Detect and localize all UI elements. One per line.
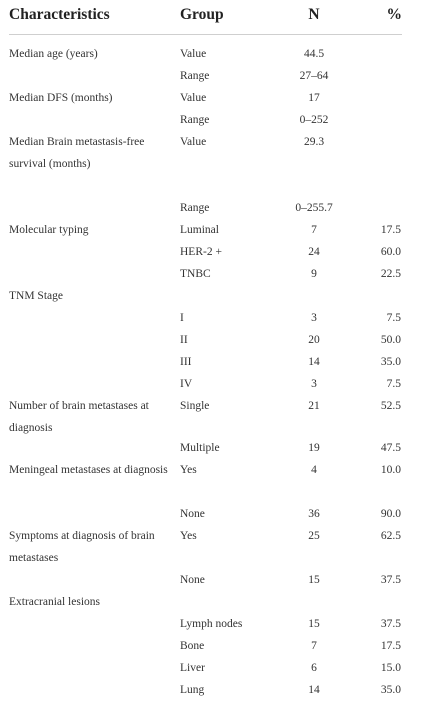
header-n: N — [308, 6, 320, 23]
group-cell: Range — [180, 202, 210, 214]
n-cell: 24 — [308, 246, 320, 258]
percent-cell: 62.5 — [380, 530, 401, 542]
percent-cell: 35.0 — [380, 356, 401, 368]
group-cell: II — [180, 334, 188, 346]
n-cell: 44.5 — [303, 48, 325, 60]
group-cell: Yes — [180, 530, 197, 542]
percent-cell: 37.5 — [380, 574, 401, 586]
characteristic-cell: Symptoms at diagnosis of brain metastase… — [9, 530, 155, 564]
header-characteristics: Characteristics — [9, 6, 110, 23]
percent-cell: 17.5 — [380, 224, 401, 236]
n-cell: 7 — [311, 224, 317, 236]
n-cell: 14 — [308, 684, 320, 696]
group-cell: Yes — [180, 464, 197, 476]
characteristic-cell: Molecular typing — [9, 224, 89, 236]
percent-cell: 35.0 — [380, 684, 401, 696]
group-cell: TNBC — [180, 268, 211, 280]
group-cell: IV — [180, 378, 193, 390]
percent-cell: 15.0 — [380, 662, 401, 674]
n-cell: 25 — [308, 530, 320, 542]
percent-cell: 17.5 — [380, 640, 401, 652]
n-cell: 17 — [308, 92, 320, 104]
n-cell: 3 — [311, 378, 317, 390]
percent-cell: 52.5 — [380, 400, 401, 412]
n-cell: 3 — [311, 312, 317, 324]
n-cell: 20 — [308, 334, 320, 346]
n-cell: 6 — [311, 662, 317, 674]
group-cell: Lung — [180, 684, 205, 696]
percent-cell: 7.5 — [386, 378, 401, 390]
n-cell: 0–252 — [299, 114, 329, 126]
group-cell: Liver — [180, 662, 205, 674]
percent-cell: 37.5 — [380, 618, 401, 630]
n-cell: 21 — [308, 400, 320, 412]
characteristic-cell: Median age (years) — [9, 48, 98, 60]
group-cell: Multiple — [180, 442, 220, 454]
n-cell: 14 — [308, 356, 320, 368]
group-cell: HER-2 + — [180, 246, 222, 258]
n-cell: 4 — [311, 464, 317, 476]
group-cell: Single — [180, 400, 210, 412]
n-cell: 15 — [308, 618, 320, 630]
group-cell: Luminal — [180, 224, 219, 236]
group-cell: None — [180, 574, 205, 586]
group-cell: I — [180, 312, 184, 324]
characteristic-cell: Meningeal metastases at diagnosis — [9, 464, 168, 476]
n-cell: 36 — [308, 508, 320, 520]
characteristic-cell: Median Brain metastasis-free survival (m… — [9, 136, 145, 170]
header-percent: % — [386, 6, 403, 23]
n-cell: 7 — [311, 640, 317, 652]
group-cell: Value — [180, 48, 207, 60]
characteristic-cell: Extracranial lesions — [9, 596, 101, 608]
table-header: Characteristics Group N % — [0, 0, 421, 36]
characteristic-cell: Number of brain metastases at diagnosis — [9, 400, 149, 434]
percent-cell: 22.5 — [380, 268, 401, 280]
header-group: Group — [180, 6, 224, 23]
percent-cell: 10.0 — [380, 464, 401, 476]
percent-cell: 50.0 — [380, 334, 401, 346]
n-cell: 15 — [308, 574, 320, 586]
percent-cell: 47.5 — [380, 442, 401, 454]
characteristic-cell: Median DFS (months) — [9, 92, 113, 104]
characteristic-cell: TNM Stage — [9, 290, 63, 302]
group-cell: III — [180, 356, 192, 368]
percent-cell: 90.0 — [380, 508, 401, 520]
group-cell: Lymph nodes — [180, 618, 243, 630]
percent-cell: 7.5 — [386, 312, 401, 324]
group-cell: Value — [180, 136, 207, 148]
n-cell: 9 — [311, 268, 317, 280]
n-cell: 0–255.7 — [295, 202, 333, 214]
header-divider — [9, 34, 402, 35]
group-cell: Range — [180, 70, 210, 82]
group-cell: Range — [180, 114, 210, 126]
n-cell: 29.3 — [303, 136, 325, 148]
n-cell: 19 — [308, 442, 320, 454]
group-cell: None — [180, 508, 205, 520]
percent-cell: 60.0 — [380, 246, 401, 258]
group-cell: Value — [180, 92, 207, 104]
group-cell: Bone — [180, 640, 205, 652]
n-cell: 27–64 — [299, 70, 329, 82]
